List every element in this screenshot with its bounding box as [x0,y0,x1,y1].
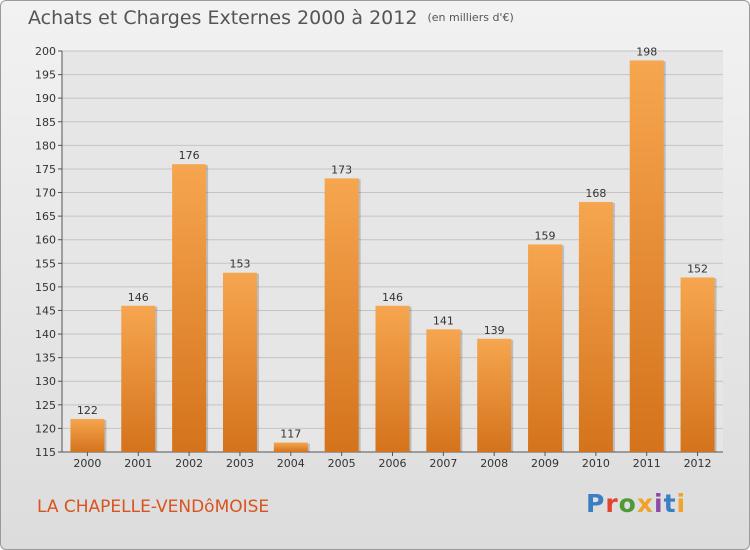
logo-letter: o [618,489,637,518]
proxiti-logo[interactable]: Proxiti [586,489,686,518]
logo-letter: i [676,489,687,518]
bar [528,244,563,452]
labels: 2000 122 2001 146 2002 176 2003 153 2004 117 2005 1… [73,45,711,470]
data-label: 176 [179,149,200,162]
logo-letter: r [605,489,619,518]
bar [273,442,308,452]
bar [426,329,461,452]
x-tick-label: 2003 [226,457,254,470]
y-tick-label: 125 [35,399,56,412]
logo-letter: P [586,489,606,518]
y-tick-label: 120 [35,422,56,435]
x-tick-label: 2004 [277,457,305,470]
data-label: 159 [535,229,556,242]
y-tick-label: 185 [35,116,56,129]
y-tick-label: 155 [35,257,56,270]
y-tick-label: 180 [35,139,56,152]
x-tick-label: 2005 [328,457,356,470]
y-tick-label: 165 [35,210,56,223]
y-tick-label: 150 [35,281,56,294]
bar [578,201,613,452]
data-label: 152 [687,262,708,275]
bar [629,60,664,452]
x-tick-label: 2011 [633,457,661,470]
data-label: 153 [229,258,250,271]
x-tick-label: 2002 [175,457,203,470]
y-tick-label: 160 [35,234,56,247]
x-tick-label: 2007 [429,457,457,470]
bars [70,60,717,453]
unit-label: (en milliers d'€) [427,11,514,24]
bar [477,338,512,452]
axes: 115 120 125 130 135 140 145 150 155 160 165 170 175 1… [35,45,723,459]
bar [680,277,715,452]
bar [324,178,359,452]
chart-title: Achats et Charges Externes 2000 à 2012 (e… [28,7,514,29]
x-tick-label: 2009 [531,457,559,470]
data-label: 168 [585,187,606,200]
y-tick-label: 175 [35,163,56,176]
data-label: 146 [128,291,149,304]
y-tick-label: 200 [35,45,56,58]
title-text: Achats et Charges Externes 2000 à 2012 [28,7,418,29]
x-tick-label: 2006 [379,457,407,470]
x-tick-label: 2008 [480,457,508,470]
data-label: 141 [433,314,454,327]
y-tick-label: 170 [35,187,56,200]
y-tick-label: 190 [35,92,56,105]
bar [172,164,207,453]
bar [70,418,105,452]
y-tick-label: 115 [35,446,56,459]
y-tick-label: 195 [35,69,56,82]
x-tick-label: 2010 [582,457,610,470]
bar [121,305,156,452]
data-label: 117 [280,428,301,441]
bar [375,305,410,452]
bar [222,272,257,452]
y-tick-label: 130 [35,375,56,388]
data-label: 198 [636,45,657,58]
y-tick-label: 145 [35,304,56,317]
data-label: 146 [382,291,403,304]
logo-letter: x [636,489,654,518]
y-tick-label: 135 [35,352,56,365]
data-label: 173 [331,163,352,176]
logo-letter: i [654,489,664,518]
place-name: LA CHAPELLE-VENDôMOISE [37,497,270,517]
data-label: 139 [484,324,505,337]
x-tick-label: 2000 [73,457,101,470]
x-tick-label: 2001 [124,457,152,470]
data-label: 122 [77,404,98,417]
x-tick-label: 2012 [684,457,712,470]
logo-letter: t [663,489,677,518]
y-tick-label: 140 [35,328,56,341]
